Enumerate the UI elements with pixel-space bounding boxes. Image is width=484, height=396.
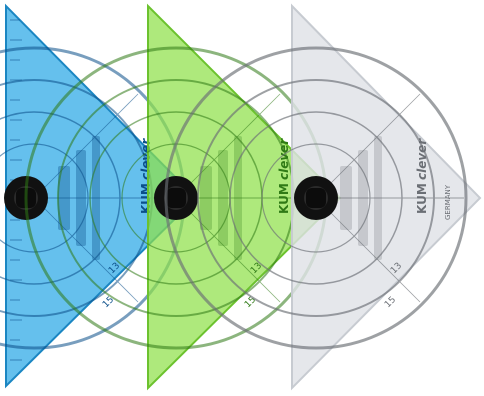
- brand-label: KUM clever: [277, 138, 291, 214]
- brand-script: clever: [277, 138, 291, 180]
- brand-kum: KUM: [415, 183, 429, 214]
- rotating-knob: [294, 176, 338, 220]
- rotating-knob: [154, 176, 198, 220]
- brand-label: KUM clever: [415, 138, 429, 214]
- set-square-ruler-clear: KUM clever GERMANY 13 15: [164, 3, 482, 391]
- brand-kum: KUM: [277, 183, 291, 214]
- scale-label: 15: [383, 295, 398, 310]
- set-square-ruler-green: KUM clever 13 15: [24, 3, 342, 391]
- made-in-label: GERMANY: [444, 184, 452, 220]
- brand-script: clever: [415, 138, 429, 180]
